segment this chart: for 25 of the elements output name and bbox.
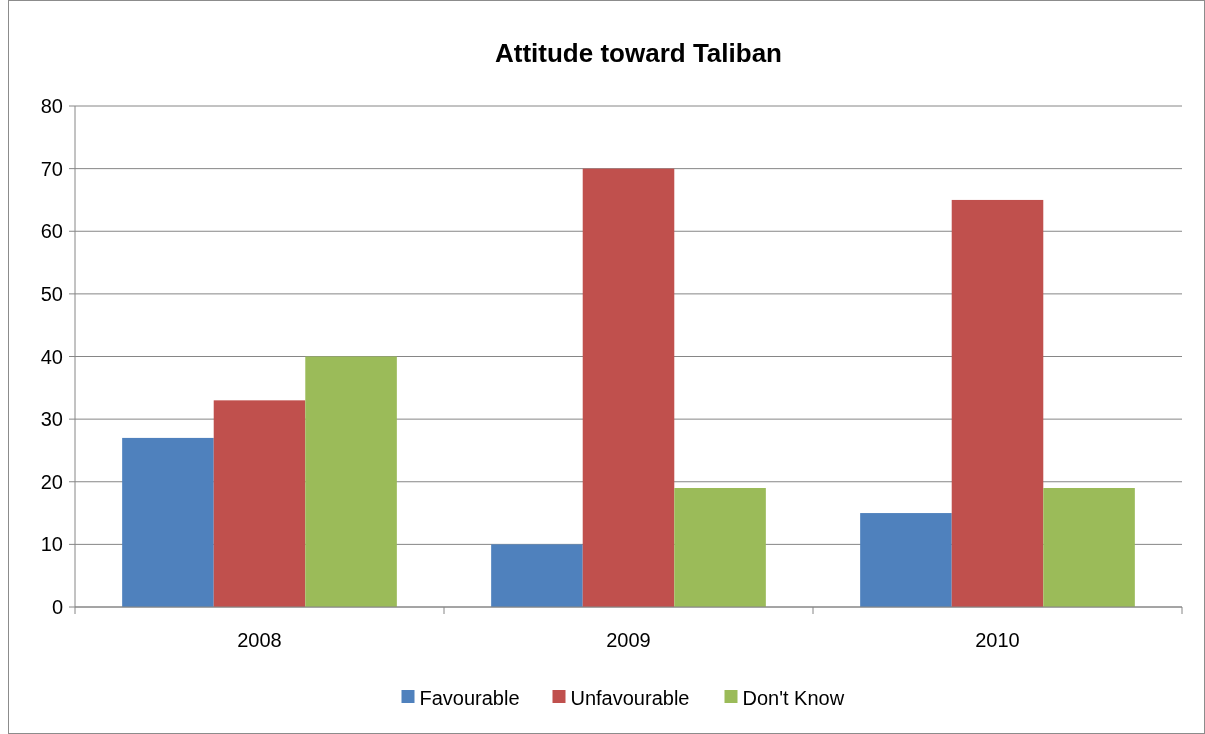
- y-tick-label: 20: [40, 470, 63, 493]
- bar: [1043, 488, 1135, 607]
- bar: [213, 400, 306, 607]
- legend-label: Unfavourable: [570, 687, 690, 709]
- bar: [860, 513, 952, 607]
- chart-title: Attitude toward Taliban: [495, 38, 782, 68]
- bar: [491, 544, 583, 607]
- y-tick-label: 80: [40, 95, 63, 117]
- bar: [951, 199, 1044, 607]
- bar: [582, 168, 675, 607]
- y-tick-label: 70: [40, 157, 63, 180]
- y-tick-label: 60: [40, 220, 63, 243]
- legend-label: Don't Know: [742, 687, 845, 709]
- bar: [305, 356, 397, 607]
- x-tick-label: 2008: [237, 629, 282, 651]
- x-tick-label: 2010: [975, 629, 1020, 651]
- y-tick-label: 10: [40, 533, 63, 556]
- y-tick-label: 40: [40, 345, 63, 368]
- bar: [122, 437, 214, 607]
- bar: [674, 488, 766, 607]
- legend-label: Favourable: [419, 687, 520, 709]
- y-tick-label: 0: [51, 596, 63, 618]
- y-tick-label: 50: [40, 282, 63, 305]
- x-tick-label: 2009: [606, 629, 651, 651]
- y-tick-label: 30: [40, 408, 63, 431]
